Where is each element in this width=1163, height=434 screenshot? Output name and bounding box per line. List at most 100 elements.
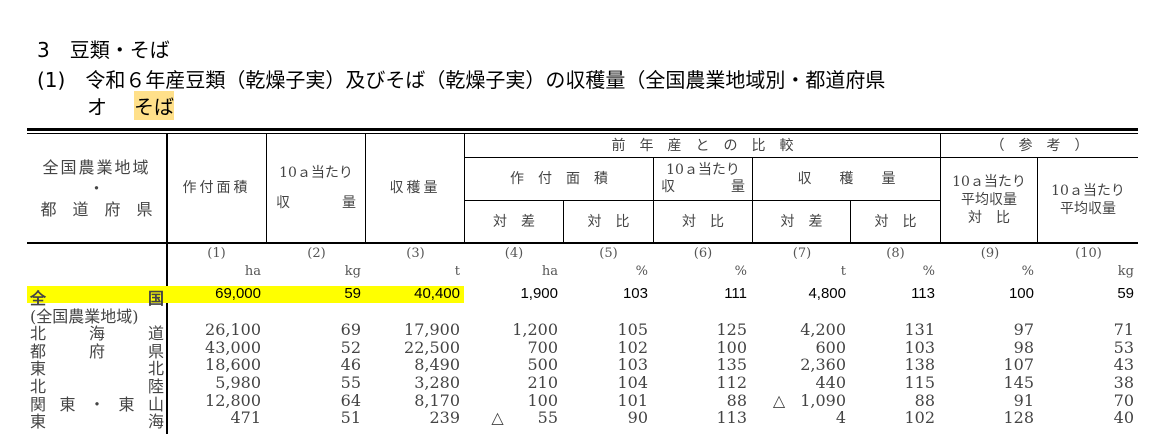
row-label-char: 海 — [88, 324, 105, 344]
table-cell: 4,200 — [800, 320, 846, 340]
col2-header-left: 収 — [276, 195, 290, 211]
row-label-char: ・ — [88, 394, 105, 414]
table-cell: 91 — [1013, 390, 1034, 410]
table-cell: 88 — [726, 390, 747, 410]
row-label: 全国 — [30, 285, 164, 309]
table-cell: 104 — [617, 373, 648, 392]
item-prefix: オ — [87, 95, 107, 119]
col4-header: 対 差 — [493, 213, 535, 230]
table-cell: 102 — [904, 408, 935, 428]
table-cell: 59 — [344, 285, 361, 302]
unit-label: % — [1021, 264, 1034, 279]
col-divider — [752, 158, 753, 243]
table-cell: 90 — [627, 408, 648, 428]
table-cell: 8,170 — [414, 390, 460, 410]
row-label: 北海道 — [30, 320, 164, 344]
col-divider — [464, 134, 465, 243]
col2-header-right: 量 — [342, 195, 356, 211]
table-cell: 38 — [1113, 373, 1134, 392]
column-number: (10) — [1075, 246, 1102, 261]
row-label-char: 北 — [30, 377, 47, 396]
table-cell: 26,100 — [205, 320, 261, 340]
table-cell: 43 — [1113, 355, 1134, 375]
row-label: 関東・東山 — [30, 391, 164, 415]
col10-header-line1: 10ａ当たり — [1051, 183, 1125, 199]
table-cell-negative: △1,090 — [772, 390, 846, 410]
row-label: 東海 — [30, 408, 164, 432]
table-cell: 64 — [340, 390, 361, 410]
table-cell: 40,400 — [414, 285, 460, 302]
table-cell: 1,900 — [520, 285, 558, 302]
table-cell: 500 — [527, 355, 558, 375]
col3-header: 収穫量 — [389, 180, 441, 196]
col-divider — [850, 200, 851, 243]
table-cell: 69 — [340, 320, 361, 340]
row-label-char: 全 — [30, 291, 47, 308]
table-cell: 12,800 — [205, 390, 261, 410]
row-label-char: 北 — [30, 324, 47, 344]
col9-header-line2: 平均収量 — [961, 192, 1017, 208]
table-cell: 97 — [1013, 320, 1034, 340]
table-cell: 71 — [1113, 320, 1134, 340]
header-divider — [464, 200, 940, 201]
unit-label: t — [840, 264, 846, 279]
row-label-char: 県 — [147, 341, 164, 361]
table-cell: 115 — [904, 373, 935, 392]
unit-label: ha — [541, 264, 558, 279]
table-cell: 128 — [1003, 408, 1034, 428]
row-label: 北陸 — [30, 373, 164, 397]
reference-group-header: （ 参 考 ） — [990, 137, 1089, 154]
row-label-char: 東 — [30, 359, 47, 379]
item-title: そば — [134, 91, 174, 120]
unit-label: % — [635, 264, 648, 279]
col9-header-line1: 10ａ当たり — [952, 174, 1026, 190]
row-label: (全国農業地域) — [30, 303, 164, 327]
harvest-group-header: 収 穫 量 — [797, 171, 896, 187]
table-cell: 105 — [617, 320, 648, 340]
table-cell: 17,900 — [404, 320, 460, 340]
table-cell: 52 — [340, 337, 361, 357]
unit-label: kg — [344, 264, 361, 279]
column-number: (3) — [406, 246, 425, 261]
col2-header: 10ａ当たり 収 量 — [267, 134, 365, 242]
column-number: (1) — [207, 246, 226, 261]
table-cell: 100 — [1008, 285, 1034, 302]
table-cell: 59 — [1117, 285, 1134, 302]
table-title: (1) 令和６年産豆類（乾燥子実）及びそば（乾燥子実）の収穫量（全国農業地域別・… — [37, 68, 886, 92]
unit-label: kg — [1117, 264, 1134, 279]
region-header-bottom: 都 道 府 県 — [40, 199, 153, 219]
unit-label: ha — [244, 264, 261, 279]
table-cell-negative: △55 — [491, 408, 558, 428]
row-label-char: (全国農業地域) — [30, 306, 139, 326]
table-cell: 5,980 — [215, 373, 261, 392]
table-cell: 111 — [724, 285, 747, 302]
col6-header: 対 比 — [682, 213, 724, 230]
unit-label: t — [454, 264, 460, 279]
table-cell: 112 — [716, 373, 747, 392]
row-highlight — [27, 286, 464, 303]
column-number: (2) — [307, 246, 326, 261]
table-cell: 125 — [716, 320, 747, 340]
table-cell: 100 — [716, 337, 747, 357]
table-cell: 471 — [230, 408, 261, 428]
col1-header: 作付面積 — [182, 180, 251, 196]
unit-label: % — [922, 264, 935, 279]
col9-header-line3: 対 比 — [968, 210, 1010, 226]
table-cell: 53 — [1113, 337, 1134, 357]
table-cell: 131 — [904, 320, 935, 340]
row-label-char: 関 — [30, 394, 47, 414]
table-cell: 239 — [429, 408, 460, 428]
table-cell: 43,000 — [205, 337, 261, 357]
column-number: (6) — [693, 246, 713, 261]
table-cell: 103 — [622, 285, 648, 302]
unit-label: % — [734, 264, 747, 279]
table-cell: 138 — [904, 355, 935, 375]
table-cell: 8,490 — [414, 355, 460, 375]
table-cell: 51 — [340, 408, 361, 428]
table-cell: 210 — [527, 373, 558, 392]
col-divider — [1037, 158, 1038, 243]
row-label: 都府県 — [30, 338, 164, 362]
yield-group-header: 10ａ当たり 収 量 — [654, 158, 752, 200]
table-cell: 101 — [617, 390, 648, 410]
table-cell: 55 — [340, 373, 361, 392]
